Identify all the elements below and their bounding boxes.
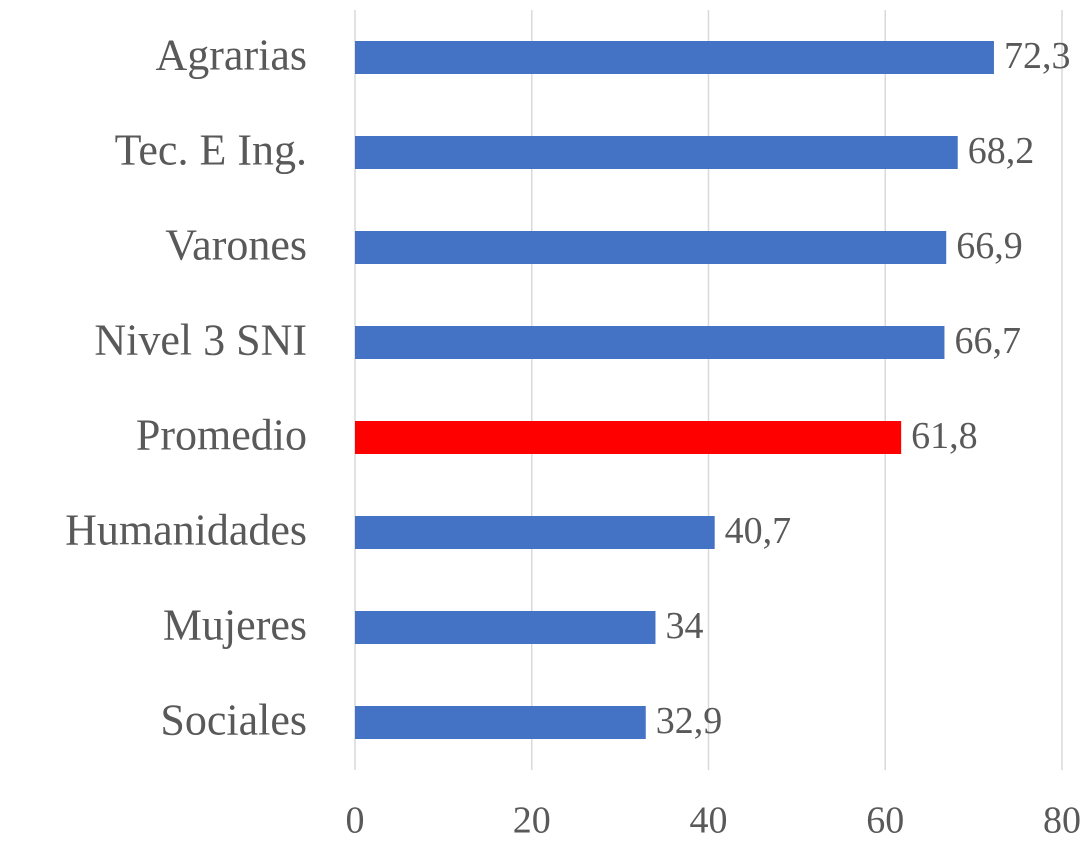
x-tick-label: 80 — [1043, 800, 1081, 840]
data-label: 66,9 — [956, 225, 1023, 267]
y-tick-label: Sociales — [160, 696, 307, 745]
y-tick-label: Varones — [165, 221, 307, 270]
bar — [355, 421, 902, 454]
data-label: 61,8 — [911, 415, 978, 457]
y-tick-label: Tec. E Ing. — [115, 126, 307, 175]
bar — [355, 326, 945, 359]
y-tick-label: Humanidades — [65, 506, 307, 555]
data-label: 72,3 — [1004, 35, 1070, 77]
data-label: 68,2 — [968, 130, 1035, 172]
bar — [355, 41, 994, 74]
y-tick-label: Agrarias — [156, 31, 308, 80]
x-tick-label: 40 — [690, 800, 728, 840]
bar — [355, 706, 646, 739]
bar — [355, 516, 715, 549]
y-tick-label: Promedio — [136, 411, 307, 460]
x-tick-label: 0 — [346, 800, 365, 840]
bar — [355, 231, 947, 264]
bar — [355, 611, 656, 644]
data-label: 40,7 — [725, 510, 792, 552]
data-label: 34 — [665, 605, 703, 647]
x-tick-label: 60 — [866, 800, 904, 840]
data-label: 32,9 — [656, 700, 723, 742]
x-tick-label: 20 — [513, 800, 551, 840]
y-tick-label: Mujeres — [163, 601, 307, 650]
data-label: 66,7 — [954, 320, 1021, 362]
y-tick-label: Nivel 3 SNI — [94, 316, 307, 365]
bar — [355, 136, 958, 169]
